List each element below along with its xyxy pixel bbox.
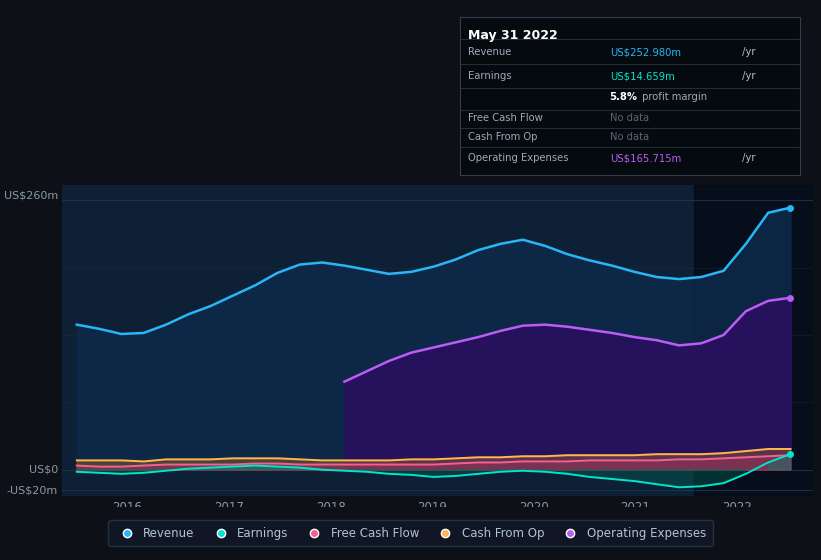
Text: US$260m: US$260m	[3, 190, 57, 200]
Text: US$252.980m: US$252.980m	[610, 48, 681, 57]
Text: Earnings: Earnings	[468, 71, 512, 81]
Text: 5.8%: 5.8%	[610, 92, 638, 102]
Text: No data: No data	[610, 132, 649, 142]
Text: Revenue: Revenue	[468, 48, 511, 57]
Legend: Revenue, Earnings, Free Cash Flow, Cash From Op, Operating Expenses: Revenue, Earnings, Free Cash Flow, Cash …	[108, 520, 713, 547]
Text: No data: No data	[610, 113, 649, 123]
Text: -US$20m: -US$20m	[7, 486, 57, 496]
Text: /yr: /yr	[739, 48, 755, 57]
Text: Operating Expenses: Operating Expenses	[468, 153, 569, 163]
Text: US$0: US$0	[29, 465, 57, 475]
Text: /yr: /yr	[739, 153, 755, 163]
Text: May 31 2022: May 31 2022	[468, 29, 558, 41]
Text: US$14.659m: US$14.659m	[610, 71, 674, 81]
Text: US$165.715m: US$165.715m	[610, 153, 681, 163]
Text: /yr: /yr	[739, 71, 755, 81]
Text: Cash From Op: Cash From Op	[468, 132, 538, 142]
Text: profit margin: profit margin	[639, 92, 707, 102]
Bar	[694, 185, 813, 496]
Text: Free Cash Flow: Free Cash Flow	[468, 113, 543, 123]
